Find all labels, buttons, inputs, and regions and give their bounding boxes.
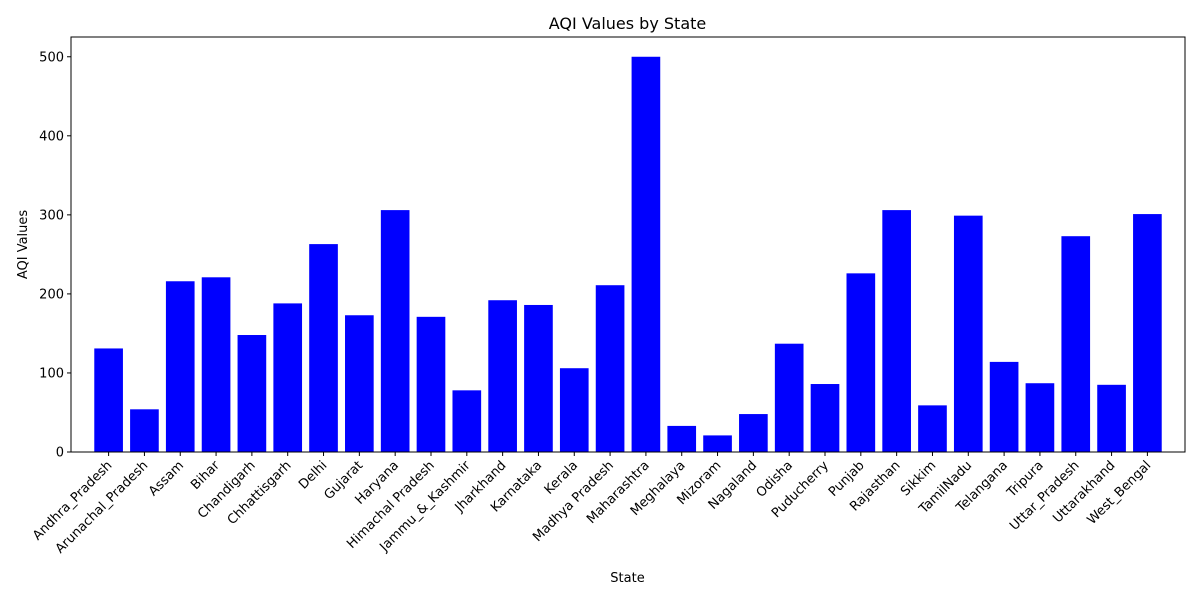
bar-meghalaya bbox=[667, 425, 697, 452]
y-tick-label: 200 bbox=[39, 287, 64, 302]
plot-frame bbox=[70, 36, 1186, 453]
bar-haryana bbox=[380, 210, 410, 452]
x-tick-label: West_Bengal bbox=[1085, 458, 1155, 528]
bar-nagaland bbox=[739, 414, 768, 452]
bar-tamilnadu bbox=[953, 215, 983, 452]
x-axis-label: State bbox=[610, 571, 644, 586]
bar-puducherry bbox=[810, 384, 840, 452]
y-tick-label: 500 bbox=[39, 50, 64, 65]
bars-group bbox=[94, 56, 1162, 452]
bar-arunachal-pradesh bbox=[130, 409, 159, 452]
bar-odisha bbox=[774, 343, 804, 452]
y-axis-label: AQI Values bbox=[16, 210, 31, 280]
x-tick-label: Chhattisgarh bbox=[225, 458, 295, 528]
bar-tripura bbox=[1025, 383, 1055, 452]
bar-uttar-pradesh bbox=[1061, 236, 1091, 452]
bar-delhi bbox=[309, 244, 338, 452]
bar-chhattisgarh bbox=[273, 303, 303, 452]
bar-mizoram bbox=[703, 435, 732, 452]
bar-sikkim bbox=[918, 405, 947, 452]
bar-gujarat bbox=[345, 315, 374, 452]
bar-karnataka bbox=[524, 304, 553, 452]
bar-rajasthan bbox=[882, 210, 911, 452]
chart-title: AQI Values by State bbox=[549, 14, 706, 33]
bar-chandigarh bbox=[237, 335, 267, 452]
y-tick-label: 400 bbox=[39, 129, 64, 144]
bar-west-bengal bbox=[1133, 214, 1162, 452]
y-tick-label: 0 bbox=[56, 446, 64, 461]
bar-telangana bbox=[989, 361, 1019, 452]
bar-uttarakhand bbox=[1097, 384, 1126, 452]
bar-andhra-pradesh bbox=[94, 348, 123, 452]
y-axis: 0 100 200 300 400 500 bbox=[39, 50, 71, 461]
bar-maharashtra bbox=[631, 56, 661, 452]
y-tick-label: 100 bbox=[39, 366, 64, 381]
y-tick-label: 300 bbox=[39, 208, 64, 223]
bar-himachal-pradesh bbox=[416, 316, 446, 452]
x-tick-label: Assam bbox=[146, 458, 187, 499]
bar-punjab bbox=[846, 273, 876, 452]
bar-assam bbox=[165, 281, 195, 452]
bar-jharkhand bbox=[488, 300, 517, 452]
bar-bihar bbox=[201, 277, 231, 452]
bar-jammu-kashmir bbox=[452, 390, 482, 452]
bar-kerala bbox=[559, 368, 589, 452]
bar-madhya-pradesh bbox=[595, 285, 625, 452]
